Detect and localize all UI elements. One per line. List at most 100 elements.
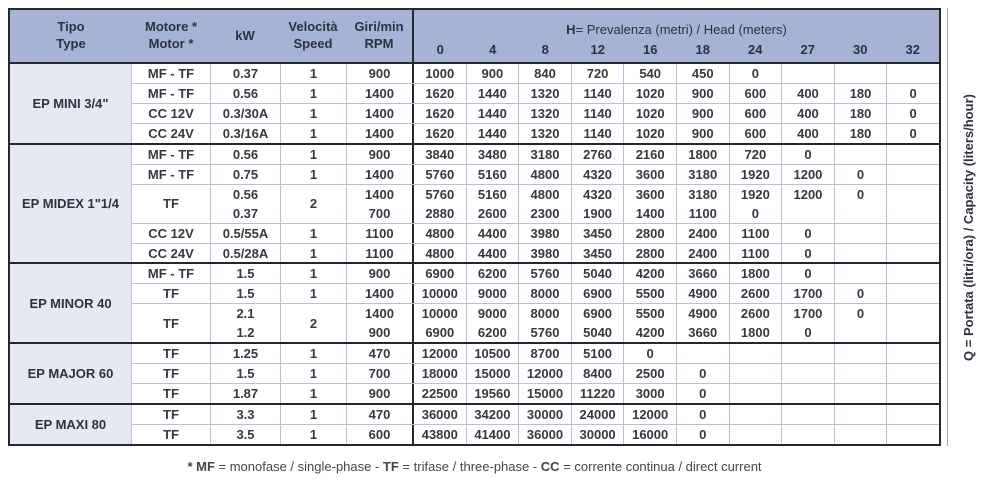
motor-cell-value: CC 12V [148, 105, 194, 121]
capacity-value: 0 [856, 166, 865, 182]
capacity-value [835, 384, 887, 403]
capacity-value: 3600 [635, 186, 665, 202]
capacity-value [782, 204, 834, 223]
capacity-value: 15000 [474, 366, 511, 382]
capacity-value: 1920 [740, 166, 770, 182]
table-row: TF 1.87 1 900 22500 19560 15000 11220 3000 0 [132, 383, 939, 404]
rpm-cell: 1400 [346, 103, 412, 123]
capacity-cell: 6900 [412, 264, 466, 284]
capacity-value: 1920 [740, 186, 770, 202]
group-1: EP MIDEX 1"1/4 MF - TF 0.56 1 900 3840 3480 318… [10, 142, 939, 263]
capacity-cell: 3980 [518, 223, 571, 243]
capacity-value: 1400 [635, 205, 665, 221]
capacity-cell [833, 405, 887, 425]
capacity-cell: 3180 1100 [675, 184, 729, 223]
capacity-cell: 1140 [570, 83, 624, 103]
capacity-value: 1440 [477, 125, 507, 141]
capacity-value: 3660 [688, 266, 718, 282]
capacity-cell [886, 164, 939, 184]
capacity-value [835, 264, 887, 283]
motor-cell: MF - TF [132, 145, 210, 164]
capacity-cell [886, 284, 939, 304]
capacity-value [730, 425, 782, 444]
capacity-cell [886, 223, 939, 243]
kw-cell: 1.25 [210, 344, 280, 364]
capacity-cell: 6200 [465, 264, 519, 284]
capacity-value [730, 384, 782, 403]
capacity-cell: 1920 0 [728, 184, 782, 223]
capacity-value [887, 145, 939, 164]
capacity-value [887, 425, 939, 444]
capacity-cell: 400 [781, 83, 834, 103]
motor-cell: CC 12V [132, 224, 210, 243]
capacity-cell: 2760 [570, 144, 624, 164]
capacity-value: 900 [691, 105, 714, 121]
capacity-cell: 22500 [412, 384, 466, 404]
capacity-value: 400 [797, 125, 819, 141]
capacity-cell [781, 364, 834, 384]
rpm-cell: 900 [346, 384, 412, 404]
speed-cell: 1 [280, 243, 346, 263]
group-rows: TF 1.25 1 470 12000 10500 8700 5100 0 TF 1.5 1 700 18… [132, 344, 939, 404]
kw-cell: 0.37 [210, 64, 280, 83]
kw-cell-value: 1.25 [232, 346, 259, 362]
capacity-value [835, 145, 887, 164]
capacity-value: 1700 [793, 306, 823, 322]
capacity-cell [728, 425, 782, 445]
motor-cell-value: TF [163, 427, 179, 443]
capacity-value: 900 [691, 85, 714, 101]
capacity-value: 0 [909, 105, 917, 121]
speed-cell: 1 [280, 83, 346, 103]
capacity-value: 6200 [477, 266, 507, 282]
capacity-value: 5160 [477, 186, 507, 202]
capacity-cell: 0 [675, 384, 729, 404]
capacity-cell [833, 425, 887, 445]
capacity-value [835, 224, 887, 243]
footnote-seg: TF [382, 459, 399, 474]
header-head-ticks: 0 4 8 12 16 18 24 27 30 32 [414, 38, 939, 62]
capacity-value: 3450 [583, 245, 613, 261]
motor-cell-value: MF - TF [147, 166, 195, 182]
capacity-value: 600 [744, 125, 767, 141]
capacity-value: 4900 [688, 306, 718, 322]
motor-cell: TF [132, 425, 210, 444]
capacity-cell [833, 364, 887, 384]
capacity-value: 8000 [530, 286, 560, 302]
capacity-cell: 2160 [623, 144, 676, 164]
group-name: EP MAXI 80 [10, 405, 132, 445]
capacity-cell: 12000 [412, 344, 466, 364]
rpm-cell: 1400 900 [346, 304, 412, 343]
capacity-value: 0 [909, 125, 917, 141]
capacity-value: 22500 [421, 386, 458, 402]
group-name: EP MIDEX 1"1/4 [10, 144, 132, 263]
capacity-cell: 1800 [728, 264, 782, 284]
capacity-cell: 0 [833, 284, 887, 304]
capacity-value: 4800 [425, 245, 455, 261]
capacity-value: 4800 [425, 225, 455, 241]
rpm-cell-value: 900 [368, 266, 391, 282]
capacity-value: 19560 [474, 386, 511, 402]
capacity-cell: 8000 5760 [518, 304, 571, 343]
footnote-seg: * MF [187, 459, 215, 474]
capacity-cell [781, 425, 834, 445]
capacity-value: 5760 [425, 186, 455, 202]
rpm-cell-value: 1400 [365, 186, 394, 202]
capacity-cell [728, 344, 782, 364]
capacity-value: 0 [751, 205, 759, 221]
capacity-cell: 1140 [570, 123, 624, 143]
pump-specs-table: Tipo Type Motore * Motor * kW Velocità S… [8, 8, 941, 446]
capacity-value [887, 344, 939, 363]
rpm-cell: 900 [346, 264, 412, 284]
capacity-cell: 1440 [465, 123, 519, 143]
speed-cell: 1 [280, 223, 346, 243]
capacity-cell: 3450 [570, 223, 624, 243]
capacity-value [782, 405, 834, 424]
header-motore: Motore * Motor * [132, 10, 210, 62]
capacity-cell: 4400 [465, 223, 519, 243]
capacity-value: 0 [699, 427, 707, 443]
header-kw: kW [210, 10, 280, 62]
capacity-cell: 1620 [412, 123, 466, 143]
header-motore-line1: Motore * [145, 19, 197, 35]
head-column-27: 27 [800, 42, 815, 58]
group-name: EP MAJOR 60 [10, 344, 132, 404]
